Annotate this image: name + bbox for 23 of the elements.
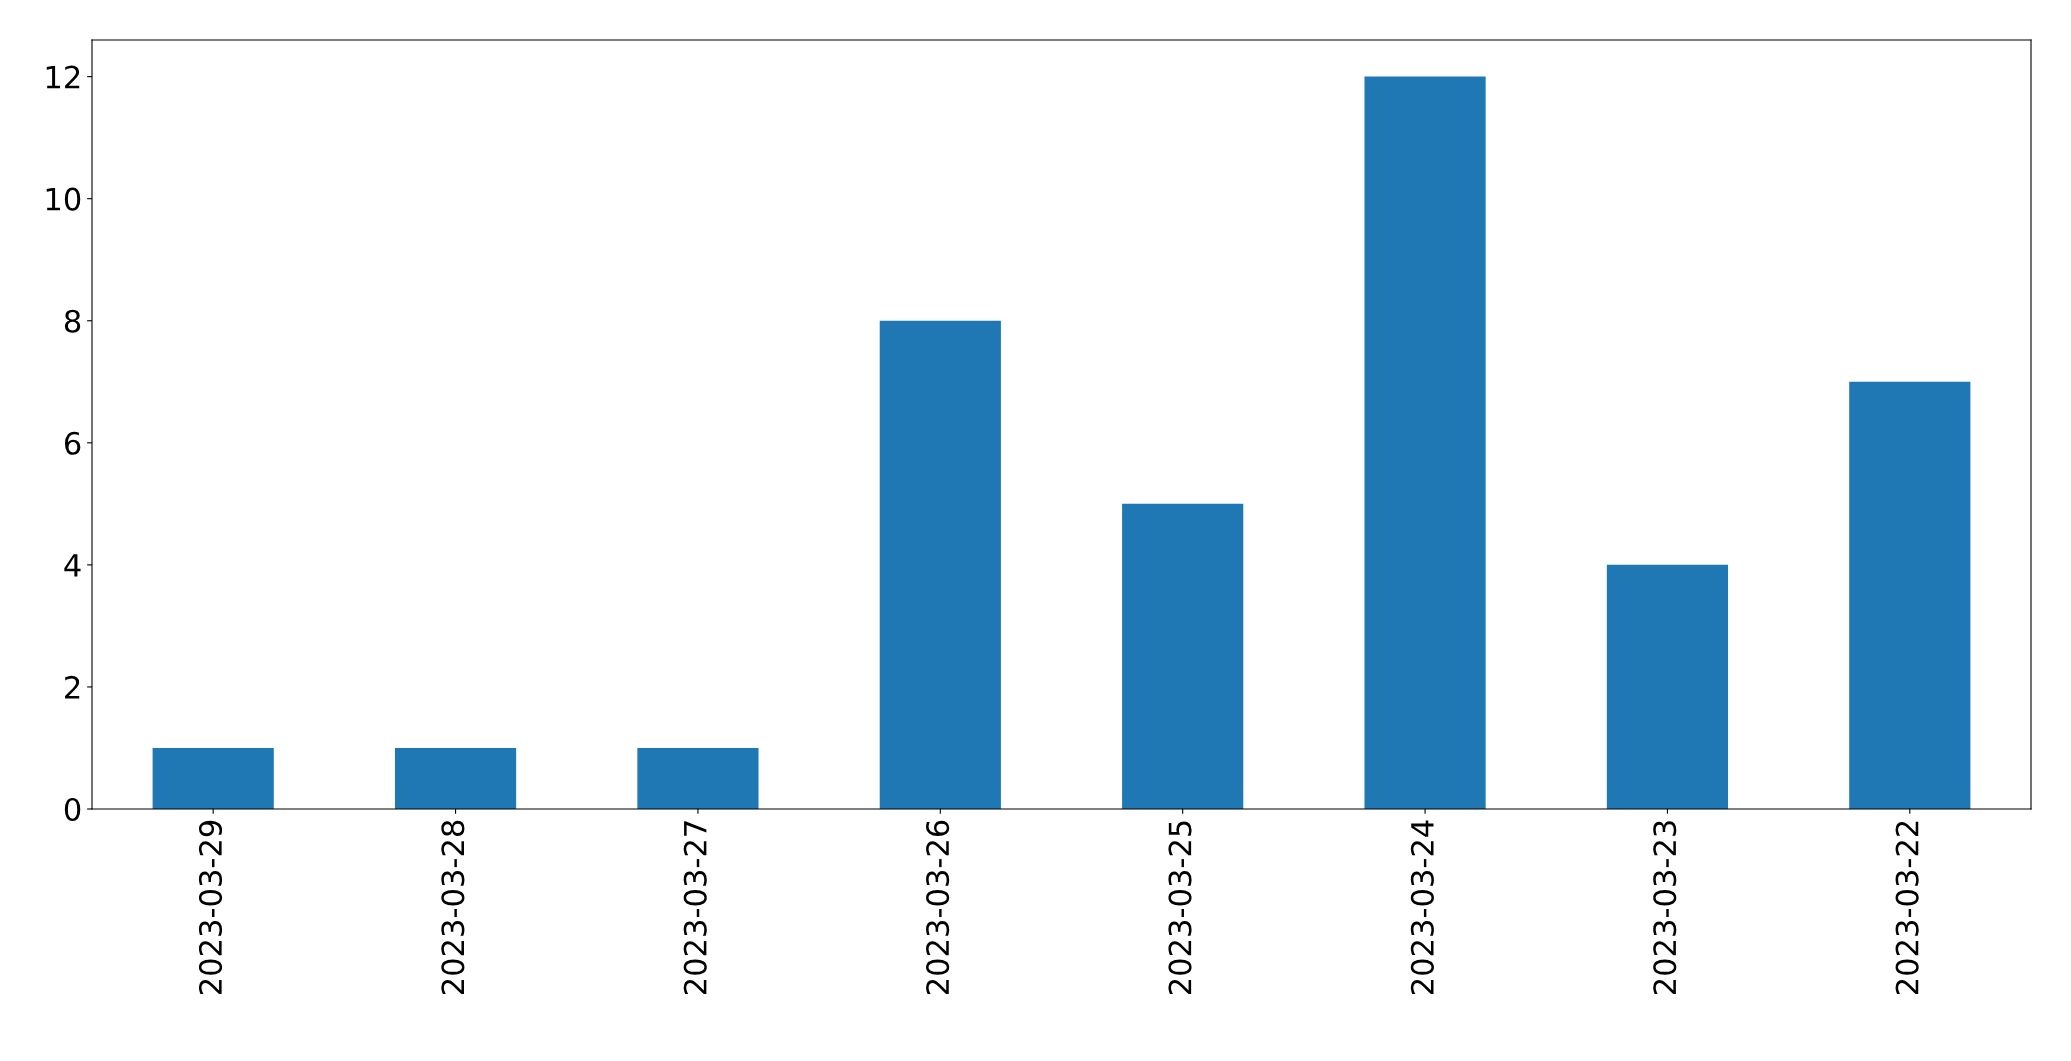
x-tick-label: 2023-03-26 (926, 820, 950, 995)
y-tick-label: 4 (64, 554, 81, 577)
bar (1849, 381, 1971, 809)
bar (1122, 503, 1244, 809)
x-tick-label: 2023-03-28 (441, 820, 465, 995)
bar (637, 747, 759, 809)
y-tick-label: 10 (46, 187, 81, 211)
y-tick-label: 8 (64, 309, 81, 333)
bar (879, 320, 1001, 809)
bar (1364, 76, 1486, 809)
bar (152, 747, 274, 809)
x-tick-label: 2023-03-23 (1653, 821, 1677, 995)
y-tick-label: 12 (46, 65, 80, 89)
x-tick-label: 2023-03-22 (1895, 821, 1919, 995)
y-tick-label: 6 (64, 431, 81, 455)
x-tick-label: 2023-03-24 (1410, 820, 1434, 995)
bar (394, 747, 517, 809)
y-tick-label: 0 (64, 797, 81, 822)
x-tick-label: 2023-03-27 (683, 821, 707, 995)
bar (1606, 564, 1729, 809)
x-tick-label: 2023-03-29 (198, 820, 223, 995)
x-tick-label: 2023-03-25 (1168, 821, 1192, 995)
y-tick-label: 2 (65, 675, 80, 699)
